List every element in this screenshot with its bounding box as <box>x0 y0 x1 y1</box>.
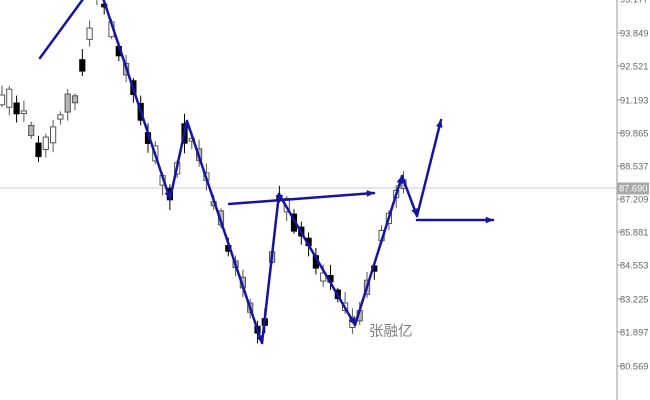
svg-text:89.865: 89.865 <box>620 129 648 139</box>
svg-text:80.569: 80.569 <box>620 362 648 372</box>
svg-text:91.193: 91.193 <box>620 96 648 106</box>
svg-text:87.690: 87.690 <box>619 183 647 193</box>
svg-text:85.881: 85.881 <box>620 228 648 238</box>
svg-text:81.897: 81.897 <box>620 328 648 338</box>
svg-text:83.225: 83.225 <box>620 295 648 305</box>
svg-text:87.209: 87.209 <box>620 195 648 205</box>
svg-text:84.553: 84.553 <box>620 261 648 271</box>
svg-text:95.177: 95.177 <box>620 0 648 5</box>
svg-text:93.849: 93.849 <box>620 29 648 39</box>
svg-text:88.537: 88.537 <box>620 162 648 172</box>
svg-text:张融亿: 张融亿 <box>369 323 413 340</box>
svg-text:92.521: 92.521 <box>620 62 648 72</box>
